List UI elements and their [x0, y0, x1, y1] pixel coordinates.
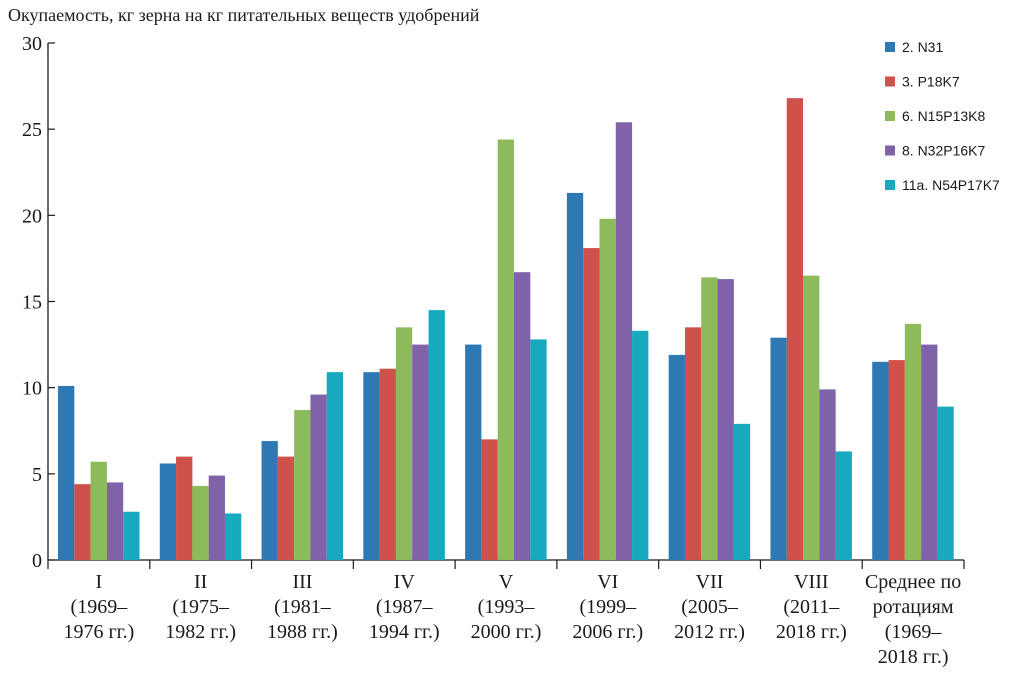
bar-3-4 [395, 327, 413, 560]
bar-2-7 [684, 327, 702, 560]
legend-label: 6. N15P13K8 [902, 108, 985, 124]
y-tick-label: 0 [32, 550, 42, 572]
y-tick-label: 25 [22, 119, 42, 141]
bar-5-9 [937, 406, 954, 560]
x-tick-label: V [499, 571, 514, 593]
x-tick-label: 1988 гг.) [267, 621, 338, 643]
bar-3-1 [90, 461, 107, 560]
x-tick-label: 2018 гг.) [878, 646, 949, 668]
x-tick-label: 2006 гг.) [572, 621, 643, 643]
x-tick-label: VI [597, 571, 618, 593]
bar-1-9 [872, 361, 889, 560]
bar-1-8 [770, 337, 787, 560]
x-tick-label: (2005– [681, 596, 739, 618]
legend-swatch [885, 145, 895, 156]
bar-5-4 [428, 310, 445, 560]
bar-5-2 [224, 513, 242, 560]
legend-swatch [885, 76, 895, 87]
y-tick-label: 15 [22, 292, 42, 314]
x-tick-label: VII [696, 571, 724, 593]
x-tick-label: III [292, 571, 312, 593]
bar-1-2 [159, 463, 177, 560]
legend-swatch [885, 111, 895, 121]
bar-3-2 [192, 485, 209, 560]
x-tick-label: (1975– [172, 596, 230, 618]
bar-4-4 [412, 344, 429, 560]
bar-2-6 [583, 248, 600, 560]
bar-5-3 [326, 372, 344, 560]
bar-4-3 [310, 394, 327, 560]
bar-1-1 [58, 385, 75, 560]
x-tick-label: (1999– [579, 596, 637, 618]
bar-3-5 [497, 139, 515, 561]
bar-5-8 [835, 451, 852, 560]
x-tick-label: 1982 гг.) [165, 621, 236, 643]
x-tick-label: Среднее по [865, 571, 961, 593]
x-tick-label: (1969– [885, 621, 943, 643]
bar-2-5 [481, 439, 498, 560]
bar-3-8 [803, 275, 820, 560]
x-tick-label: 2012 гг.) [674, 621, 745, 643]
x-tick-label: VIII [794, 571, 828, 593]
bar-1-6 [566, 192, 584, 560]
legend-label: 2. N31 [902, 39, 943, 55]
bar-1-3 [261, 441, 278, 560]
bar-4-2 [208, 475, 225, 560]
bar-5-5 [530, 339, 547, 560]
bar-5-1 [123, 511, 140, 560]
x-tick-label: 2000 гг.) [471, 621, 542, 643]
x-tick-label: 2018 гг.) [776, 621, 847, 643]
bar-4-8 [819, 389, 836, 560]
x-tick-label: (1981– [274, 596, 332, 618]
bar-2-3 [277, 456, 295, 560]
bar-3-3 [294, 410, 311, 560]
y-tick-label: 10 [22, 378, 42, 400]
bar-2-2 [176, 456, 193, 560]
y-axis-label: Окупаемость, кг зерна на кг питательных … [8, 5, 480, 25]
y-tick-label: 20 [22, 205, 42, 227]
legend-label: 3. P18K7 [902, 74, 960, 90]
bar-3-7 [701, 277, 718, 560]
x-tick-label: I [96, 571, 103, 593]
bar-4-5 [514, 272, 531, 560]
x-tick-label: IV [394, 571, 416, 593]
x-tick-label: (1987– [376, 596, 434, 618]
bar-4-1 [106, 482, 124, 560]
legend-label: 8. N32P16K7 [902, 143, 985, 159]
legend: 2. N31 3. P18K7 6. N15P13K8 8. N32P16K7 11a.… [885, 39, 1000, 193]
bar-3-9 [904, 323, 922, 560]
legend-swatch [885, 180, 895, 190]
x-tick-label: 1994 гг.) [369, 621, 440, 643]
bar-2-1 [74, 484, 91, 560]
bar-4-9 [921, 344, 938, 560]
bar-1-5 [465, 344, 482, 560]
bar-2-4 [379, 368, 396, 560]
bar-4-7 [717, 279, 734, 560]
legend-label: 11a. N54P17K7 [902, 177, 1000, 193]
y-tick-label: 30 [22, 33, 42, 55]
bar-1-7 [668, 354, 685, 560]
bar-3-6 [599, 218, 616, 560]
x-tick-label: 1976 гг.) [63, 621, 134, 643]
x-tick-label: II [194, 571, 207, 593]
bar-1-4 [363, 372, 380, 560]
bar-5-7 [733, 423, 751, 560]
x-tick-label: (1969– [71, 596, 129, 618]
x-tick-label: ротациям [873, 596, 954, 618]
y-tick-label: 5 [32, 464, 42, 486]
x-tick-labels: I (1969– 1976 гг.) II (1975– 1982 гг.) III (198… [63, 571, 961, 668]
bar-4-6 [615, 122, 633, 561]
legend-swatch [885, 42, 895, 52]
x-tick-label: (2011– [783, 596, 840, 618]
x-tick-label: (1993– [478, 596, 536, 618]
bars [58, 98, 954, 561]
bar-2-8 [786, 98, 804, 560]
bar-2-9 [888, 360, 905, 560]
bar-5-6 [632, 330, 649, 560]
